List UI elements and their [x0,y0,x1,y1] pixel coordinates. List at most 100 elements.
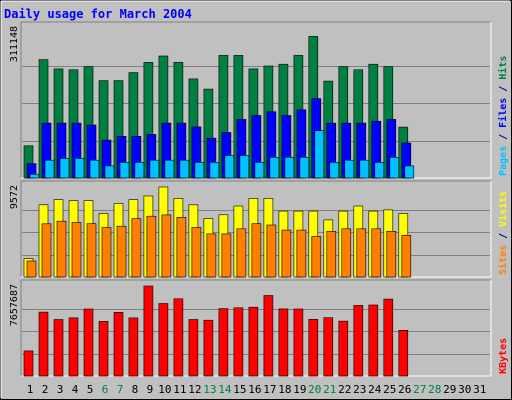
x-tick-label: 15 [233,383,246,396]
bar-sites-day-4 [71,222,82,278]
bar-sites-day-5 [86,223,97,278]
x-tick-label: 19 [293,383,306,396]
x-tick-label: 26 [398,383,411,396]
bar-pages-day-2 [44,159,55,179]
bar-sites-day-19 [296,229,307,278]
bar-sites-day-13 [206,233,217,278]
x-tick-label: 9 [147,383,154,396]
bar-kbytes-day-16 [248,306,259,377]
chart-title: Daily usage for March 2004 [4,7,192,21]
bar-sites-day-26 [401,235,412,278]
x-tick-label: 8 [132,383,139,396]
legend-segment: KBytes [498,338,509,374]
bar-pages-day-16 [254,162,265,179]
chart-panels: 311148 Pages / Files / Hits 9572 Sites / Vi… [9,21,509,377]
legend-segment: / [498,227,509,245]
x-tick-label: 13 [203,383,216,396]
bar-kbytes-day-12 [188,319,199,377]
bar-sites-day-2 [41,223,52,278]
y-max-label: 7657687 [9,284,20,326]
bar-pages-day-17 [269,157,280,179]
bar-sites-day-18 [281,229,292,278]
bar-pages-day-23 [359,159,370,179]
x-tick-label: 2 [42,383,49,396]
x-tick-label: 10 [158,383,171,396]
x-tick-label: 11 [173,383,186,396]
bar-pages-day-5 [89,159,100,179]
bar-kbytes-day-24 [368,304,379,377]
bar-pages-day-7 [119,162,130,179]
bar-pages-day-20 [314,130,325,179]
bar-pages-day-25 [389,157,400,179]
series-legend: KBytes [498,338,509,374]
panel-hits-files-pages: 311148 Pages / Files / Hits [9,21,509,179]
y-max-label: 311148 [9,26,20,62]
x-tick-label: 28 [428,383,441,396]
bar-sites-day-21 [326,231,337,278]
bar-sites-day-8 [131,218,142,278]
bar-pages-day-9 [149,159,160,179]
x-tick-label: 1 [27,383,34,396]
bar-kbytes-day-19 [293,308,304,377]
bar-kbytes-day-11 [173,298,184,377]
bar-sites-day-20 [311,236,322,278]
bar-pages-day-22 [344,159,355,179]
bar-sites-day-3 [56,220,67,278]
bar-kbytes-day-15 [233,307,244,377]
x-tick-label: 14 [218,383,232,396]
x-tick-label: 4 [72,383,79,396]
bar-kbytes-day-25 [383,298,394,377]
bar-kbytes-day-20 [308,318,319,377]
bar-kbytes-day-21 [323,317,334,377]
bar-pages-day-13 [209,162,220,179]
bar-kbytes-day-23 [353,305,364,377]
bar-sites-day-24 [371,228,382,278]
x-tick-label: 24 [368,383,382,396]
bar-pages-day-4 [74,158,85,179]
legend-segment: Files [497,98,509,128]
bar-kbytes-day-9 [143,285,154,377]
x-tick-label: 7 [117,383,124,396]
bar-pages-day-18 [284,157,295,179]
bar-pages-day-14 [224,155,235,179]
bar-sites-day-16 [251,223,262,278]
bar-sites-day-25 [386,231,397,278]
bar-kbytes-day-26 [398,329,409,377]
bar-kbytes-day-10 [158,303,169,377]
bar-kbytes-day-4 [68,317,79,377]
legend-segment: Sites [497,245,509,275]
bar-kbytes-day-17 [263,295,274,377]
bar-sites-day-6 [101,227,112,278]
x-tick-label: 20 [308,383,321,396]
x-tick-label: 3 [57,383,64,396]
x-tick-label: 23 [353,383,366,396]
bar-sites-day-1 [26,260,37,278]
bar-kbytes-day-2 [38,311,49,377]
bar-pages-day-3 [59,158,70,179]
bar-sites-day-11 [176,217,187,278]
bar-kbytes-day-6 [98,320,109,377]
legend-segment: / [498,128,509,146]
bar-kbytes-day-8 [128,317,139,377]
y-max-label: 9572 [9,185,20,209]
bar-sites-day-22 [341,228,352,278]
x-tick-label: 21 [323,383,336,396]
bar-kbytes-day-13 [203,319,214,377]
bar-pages-day-6 [104,165,115,179]
bar-sites-day-12 [191,227,202,278]
bar-pages-day-19 [299,157,310,179]
x-tick-label: 6 [102,383,109,396]
x-tick-label: 22 [338,383,351,396]
bar-pages-day-11 [179,159,190,179]
x-tick-label: 18 [278,383,291,396]
x-tick-label: 29 [443,383,456,396]
x-tick-label: 31 [473,383,486,396]
bar-kbytes-day-18 [278,308,289,377]
bar-sites-day-9 [146,215,157,278]
bar-kbytes-day-5 [83,308,94,377]
bar-pages-day-26 [404,165,415,179]
series-legend: Sites / Visits [497,191,509,275]
x-tick-label: 30 [458,383,471,396]
bar-pages-day-12 [194,162,205,179]
